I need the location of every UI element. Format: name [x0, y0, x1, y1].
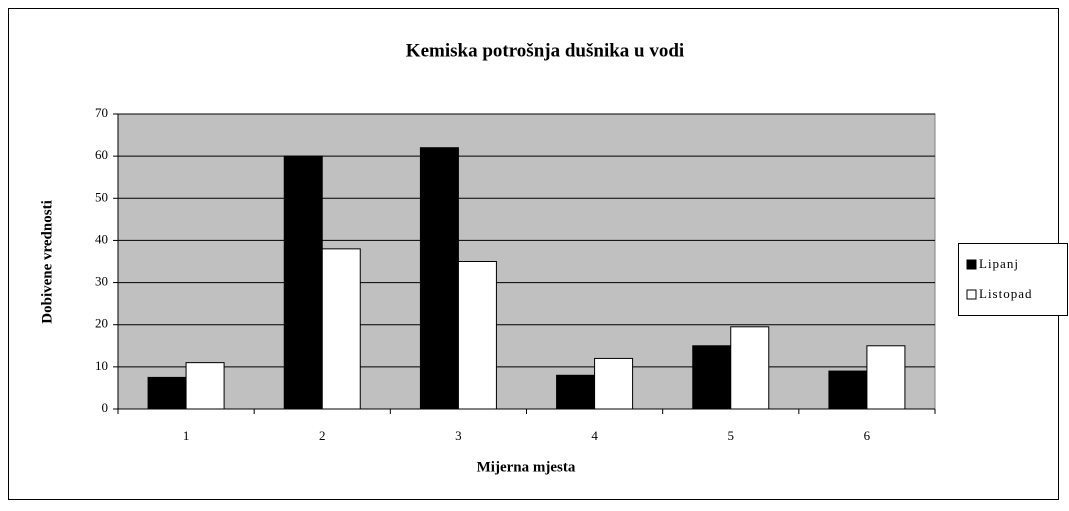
bar: [185, 362, 225, 410]
y-tick-label: 40: [95, 231, 108, 246]
y-tick-label: 70: [95, 105, 108, 120]
bar: [828, 370, 868, 410]
x-tick-label: 1: [183, 428, 190, 443]
y-tick-label: 30: [95, 274, 108, 289]
chart-title: Kemiska potrošnja dušnika u vodi: [406, 40, 684, 61]
y-tick-label: 10: [95, 358, 108, 373]
x-tick-label: 6: [864, 428, 871, 443]
bar: [321, 248, 361, 410]
x-tick-label: 3: [455, 428, 462, 443]
bar: [283, 155, 323, 410]
bar: [457, 261, 497, 410]
bar: [419, 147, 459, 410]
x-tick-label: 2: [319, 428, 326, 443]
y-tick-label: 50: [95, 189, 108, 204]
legend-label: Listopad: [979, 286, 1033, 301]
bar: [594, 357, 634, 410]
x-tick-label: 4: [591, 428, 598, 443]
y-tick-label: 60: [95, 147, 108, 162]
bar: [866, 345, 906, 410]
y-axis-title: Dobivene vrednosti: [39, 200, 55, 323]
legend-label: Lipanj: [979, 256, 1019, 271]
x-tick-label: 5: [728, 428, 735, 443]
y-tick-label: 20: [95, 316, 108, 331]
legend-swatch: [966, 259, 977, 270]
bar: [147, 376, 187, 410]
x-axis-title: Mijerna mjesta: [477, 459, 576, 475]
bar: [730, 326, 770, 410]
y-tick-label: 0: [102, 400, 109, 415]
plot-area: [117, 113, 936, 410]
legend-box: [958, 243, 1068, 316]
legend-swatch: [966, 289, 977, 300]
bar: [692, 345, 732, 410]
bar: [556, 374, 596, 410]
